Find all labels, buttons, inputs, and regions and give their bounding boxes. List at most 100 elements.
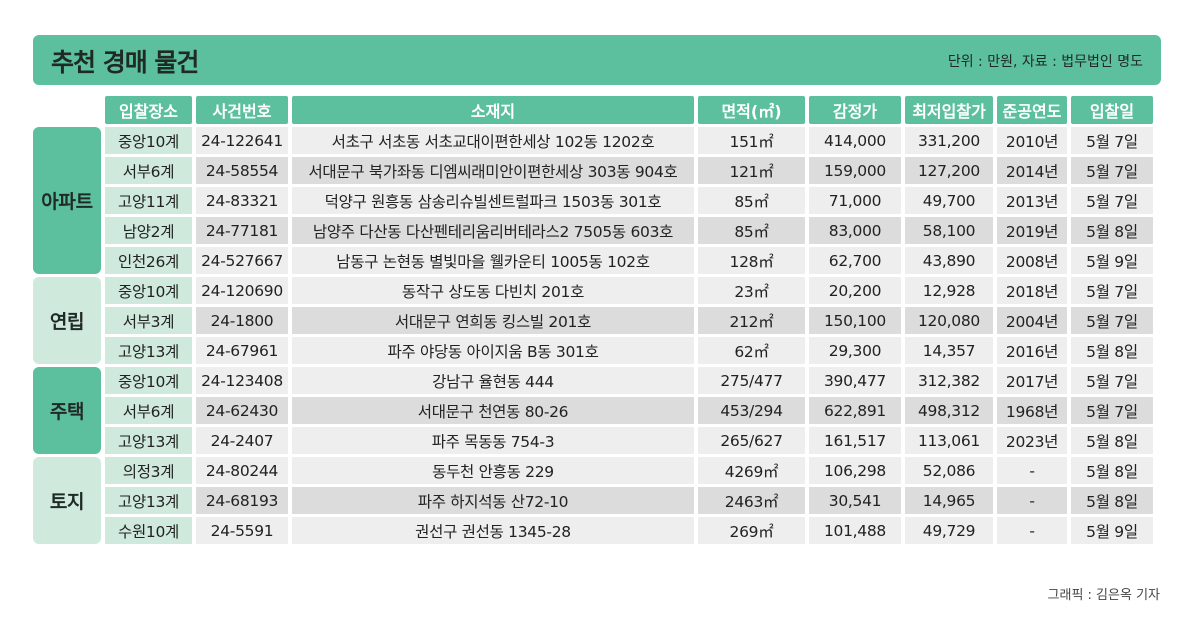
cell-bid-date: 5월 8일	[1071, 337, 1153, 364]
cell-area: 121㎡	[698, 157, 805, 184]
cell-case-no: 24-120690	[196, 277, 288, 304]
table-row: 연립 중앙10계 24-120690 동작구 상도동 다빈치 201호 23㎡ 20,20…	[33, 277, 1153, 364]
cell-appraisal: 414,000	[809, 127, 901, 154]
table-row: 남양2계 24-77181 남양주 다산동 다산펜테리움리버테라스2 7505동 6…	[33, 217, 1153, 244]
cell-area: 62㎡	[698, 337, 805, 364]
cell-venue: 중앙10계	[105, 127, 192, 154]
auction-table: 입찰장소 사건번호 소재지 면적(㎡) 감정가 최저입찰가 준공연도 입찰일 아…	[29, 93, 1157, 547]
cell-area: 4269㎡	[698, 457, 805, 484]
cell-bid-date: 5월 8일	[1071, 457, 1153, 484]
cell-venue: 남양2계	[105, 217, 192, 244]
cell-bid-date: 5월 7일	[1071, 397, 1153, 424]
cell-built-year: -	[997, 457, 1067, 484]
cell-address: 덕양구 원흥동 삼송리슈빌센트럴파크 1503동 301호	[292, 187, 694, 214]
cell-case-no: 24-5591	[196, 517, 288, 544]
cell-case-no: 24-2407	[196, 427, 288, 454]
cell-case-no: 24-62430	[196, 397, 288, 424]
table-row: 인천26계 24-527667 남동구 논현동 별빛마을 웰카운티 1005동 10…	[33, 247, 1153, 274]
col-header-area: 면적(㎡)	[698, 96, 805, 124]
unit-source-note: 단위 : 만원, 자료 : 법무법인 명도	[947, 54, 1143, 70]
cell-bid-date: 5월 7일	[1071, 157, 1153, 184]
cell-venue: 의정3계	[105, 457, 192, 484]
cell-area: 85㎡	[698, 217, 805, 244]
cell-venue: 고양11계	[105, 187, 192, 214]
auction-table-wrap: 입찰장소 사건번호 소재지 면적(㎡) 감정가 최저입찰가 준공연도 입찰일 아…	[33, 96, 1161, 544]
cell-appraisal: 71,000	[809, 187, 901, 214]
cell-address: 강남구 율현동 444	[292, 367, 694, 394]
category-label: 연립	[33, 277, 101, 364]
cell-bid-date: 5월 7일	[1071, 307, 1153, 334]
cell-area: 128㎡	[698, 247, 805, 274]
cell-appraisal: 390,477	[809, 367, 901, 394]
table-row: 서부6계 24-62430 서대문구 천연동 80-26 453/294 622,891…	[33, 397, 1153, 424]
cell-bid-date: 5월 9일	[1071, 517, 1153, 544]
cell-appraisal: 20,200	[809, 277, 901, 304]
cell-bid-date: 5월 7일	[1071, 187, 1153, 214]
table-row: 아파트 중앙10계 24-122641 서초구 서초동 서초교대이편한세상 102동 …	[33, 127, 1153, 274]
cell-min-bid: 127,200	[905, 157, 993, 184]
cell-appraisal: 106,298	[809, 457, 901, 484]
cell-area: 151㎡	[698, 127, 805, 154]
cell-address: 파주 목동동 754-3	[292, 427, 694, 454]
category-label: 아파트	[33, 127, 101, 274]
cell-venue: 고양13계	[105, 487, 192, 514]
cell-appraisal: 150,100	[809, 307, 901, 334]
cell-area: 23㎡	[698, 277, 805, 304]
table-row: 수원10계 24-5591 권선구 권선동 1345-28 269㎡ 101,488 49…	[33, 517, 1153, 544]
cell-built-year: 2008년	[997, 247, 1067, 274]
cell-appraisal: 83,000	[809, 217, 901, 244]
cell-bid-date: 5월 8일	[1071, 427, 1153, 454]
cell-min-bid: 52,086	[905, 457, 993, 484]
cell-case-no: 24-527667	[196, 247, 288, 274]
cell-venue: 서부6계	[105, 157, 192, 184]
cell-built-year: -	[997, 487, 1067, 514]
cell-min-bid: 312,382	[905, 367, 993, 394]
cell-min-bid: 12,928	[905, 277, 993, 304]
category-label: 토지	[33, 457, 101, 544]
cell-area: 275/477	[698, 367, 805, 394]
cell-bid-date: 5월 8일	[1071, 217, 1153, 244]
cell-case-no: 24-122641	[196, 127, 288, 154]
cell-address: 파주 하지석동 산72-10	[292, 487, 694, 514]
table-row: 토지 의정3계 24-80244 동두천 안흥동 229 4269㎡ 106,298 52,…	[33, 457, 1153, 544]
header-spacer	[33, 96, 101, 124]
cell-address: 남동구 논현동 별빛마을 웰카운티 1005동 102호	[292, 247, 694, 274]
cell-address: 남양주 다산동 다산펜테리움리버테라스2 7505동 603호	[292, 217, 694, 244]
cell-case-no: 24-123408	[196, 367, 288, 394]
title-bar: 추천 경매 물건 단위 : 만원, 자료 : 법무법인 명도	[33, 35, 1161, 85]
cell-built-year: 2014년	[997, 157, 1067, 184]
cell-case-no: 24-58554	[196, 157, 288, 184]
cell-venue: 고양13계	[105, 337, 192, 364]
cell-min-bid: 120,080	[905, 307, 993, 334]
cell-built-year: 2018년	[997, 277, 1067, 304]
table-row: 고양11계 24-83321 덕양구 원흥동 삼송리슈빌센트럴파크 1503동 30…	[33, 187, 1153, 214]
col-header-built-year: 준공연도	[997, 96, 1067, 124]
cell-case-no: 24-1800	[196, 307, 288, 334]
cell-address: 서대문구 북가좌동 디엠씨래미안이편한세상 303동 904호	[292, 157, 694, 184]
cell-venue: 중앙10계	[105, 277, 192, 304]
col-header-address: 소재지	[292, 96, 694, 124]
page-title: 추천 경매 물건	[51, 48, 199, 77]
cell-min-bid: 331,200	[905, 127, 993, 154]
category-label: 주택	[33, 367, 101, 454]
col-header-appraisal: 감정가	[809, 96, 901, 124]
cell-venue: 고양13계	[105, 427, 192, 454]
cell-address: 서초구 서초동 서초교대이편한세상 102동 1202호	[292, 127, 694, 154]
cell-min-bid: 43,890	[905, 247, 993, 274]
cell-appraisal: 622,891	[809, 397, 901, 424]
cell-min-bid: 498,312	[905, 397, 993, 424]
cell-address: 동작구 상도동 다빈치 201호	[292, 277, 694, 304]
cell-address: 파주 야당동 아이지움 B동 301호	[292, 337, 694, 364]
cell-case-no: 24-83321	[196, 187, 288, 214]
cell-bid-date: 5월 7일	[1071, 127, 1153, 154]
cell-appraisal: 29,300	[809, 337, 901, 364]
cell-appraisal: 101,488	[809, 517, 901, 544]
cell-venue: 중앙10계	[105, 367, 192, 394]
cell-built-year: -	[997, 517, 1067, 544]
table-row: 고양13계 24-67961 파주 야당동 아이지움 B동 301호 62㎡ 29,30…	[33, 337, 1153, 364]
cell-venue: 인천26계	[105, 247, 192, 274]
table-body: 아파트 중앙10계 24-122641 서초구 서초동 서초교대이편한세상 102동 …	[33, 127, 1153, 544]
cell-min-bid: 14,357	[905, 337, 993, 364]
cell-built-year: 2019년	[997, 217, 1067, 244]
cell-min-bid: 113,061	[905, 427, 993, 454]
